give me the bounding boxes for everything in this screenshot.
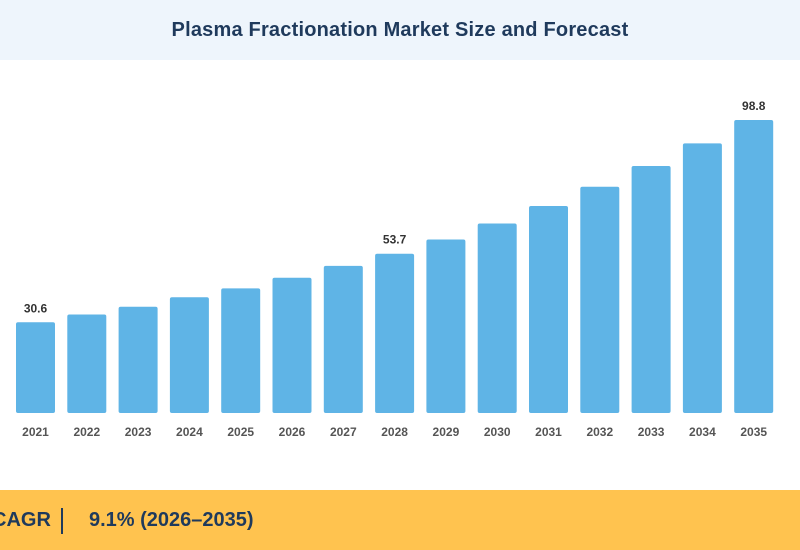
bar-2035 [734,120,774,413]
data-label: 30.6 [24,301,48,315]
bar-2029 [426,239,466,413]
x-tick-label: 2028 [381,425,408,439]
bar-2033 [631,166,671,413]
cagr-label: CAGR [0,508,51,531]
x-tick-label: 2032 [586,425,613,439]
bar-2021 [16,322,55,413]
bar-2028 [375,253,415,413]
cagr-value: 9.1% (2026–2035) [89,508,254,531]
bar-2032 [580,186,620,413]
cagr-divider [61,508,63,534]
x-tick-label: 2024 [176,425,203,439]
x-tick-label: 2029 [433,425,460,439]
x-tick-label: 2031 [535,425,562,439]
chart-area: 2021 30.6 2022 2023 2024 2025 2026 2027 2028 53.7… [0,60,800,490]
x-tick-label: 2023 [125,425,152,439]
x-tick-label: 2026 [279,425,306,439]
bar-2022 [67,314,107,413]
chart-header: Plasma Fractionation Market Size and For… [0,0,800,60]
cagr-banner: CAGR 9.1% (2026–2035) [0,490,800,550]
bar-2023 [118,306,158,413]
x-tick-label: 2025 [227,425,254,439]
x-tick-label: 2021 [22,425,49,439]
bar-2031 [529,206,568,413]
bar-2026 [272,277,312,413]
bar-2030 [477,223,517,413]
bar-chart: 2021 30.6 2022 2023 2024 2025 2026 2027 2028 53.7… [16,99,774,439]
x-tick-label: 2022 [73,425,100,439]
x-tick-label: 2034 [689,425,716,439]
data-label: 98.8 [742,99,766,113]
bar-2034 [682,143,722,413]
bar-2025 [221,288,261,413]
x-tick-label: 2027 [330,425,357,439]
chart-title: Plasma Fractionation Market Size and For… [171,18,629,41]
bar-2024 [169,297,209,413]
x-tick-label: 2033 [638,425,665,439]
x-tick-label: 2035 [740,425,767,439]
bar-2027 [323,265,363,413]
data-label: 53.7 [383,233,407,247]
x-tick-label: 2030 [484,425,511,439]
